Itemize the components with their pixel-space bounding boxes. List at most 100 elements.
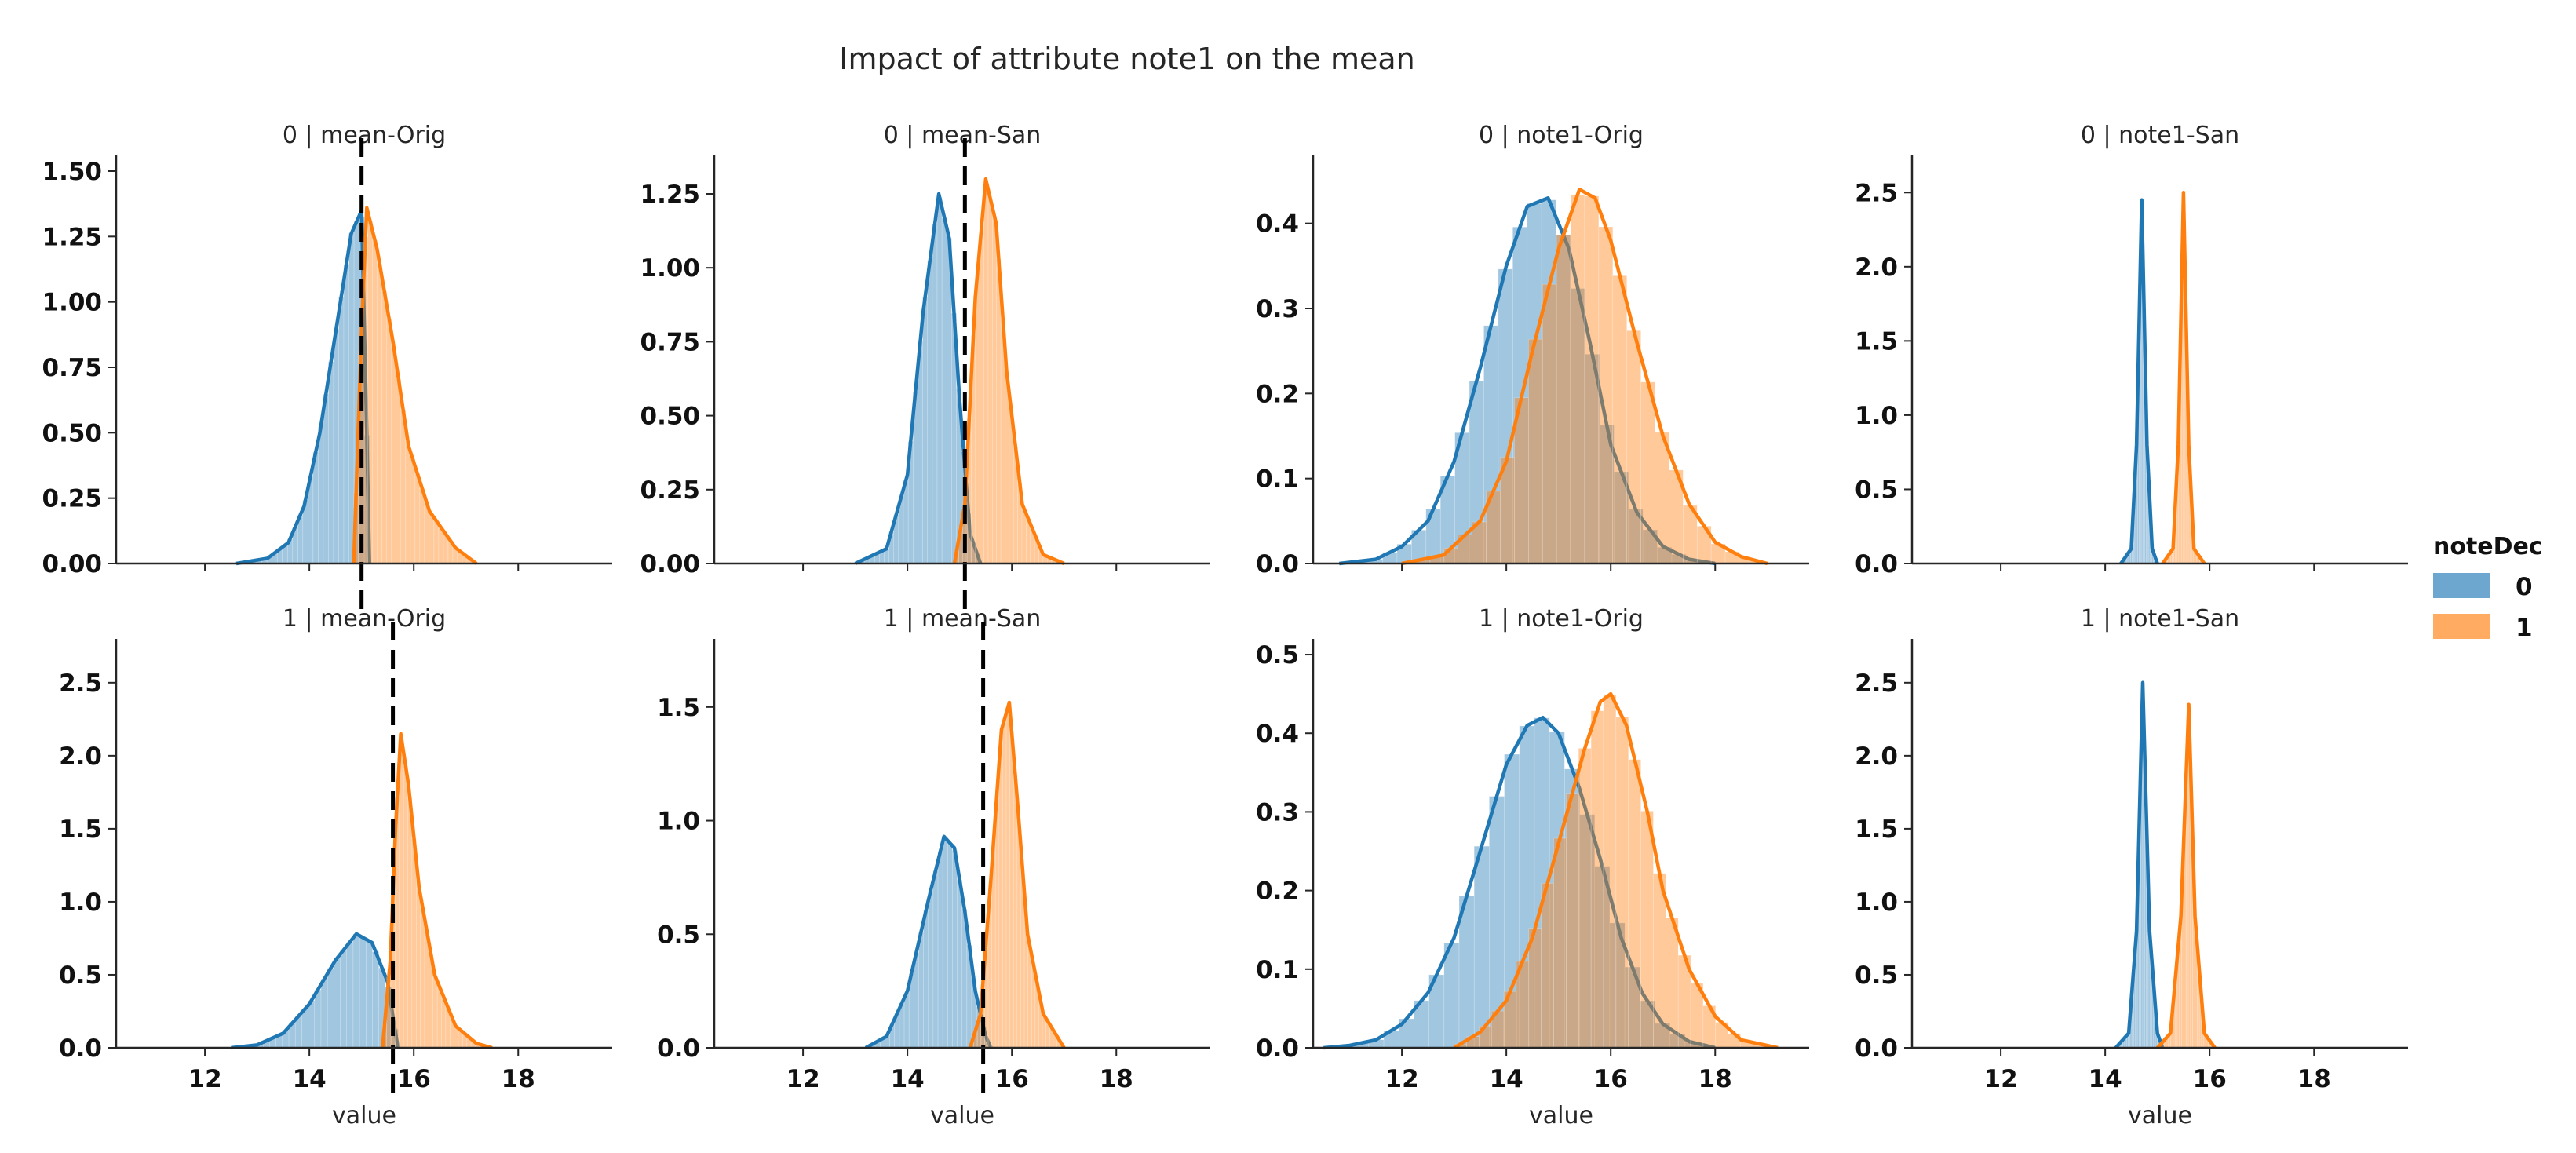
hist-bar	[927, 260, 933, 564]
hist-bar	[983, 180, 989, 564]
hist-bar	[1556, 234, 1571, 564]
panel-2: 0 | mean-San 0.00 0.25 0.50 0.75 1.00 1.25	[640, 122, 1210, 618]
hist-bar	[1005, 706, 1010, 1049]
hist-bar	[399, 738, 404, 1049]
hist-bar	[932, 870, 939, 1049]
y-tick-label: 0.1	[1256, 956, 1299, 984]
hist-bar	[1542, 283, 1557, 564]
kde-line	[2156, 702, 2217, 1049]
y-tick-label: 0.3	[1256, 798, 1299, 826]
hist-bar	[1584, 195, 1600, 564]
hist-bar	[328, 361, 334, 564]
y-tick-label: 2.5	[59, 670, 102, 698]
legend-swatch-0	[2433, 573, 2490, 598]
hist-bar	[1527, 338, 1543, 564]
x-tick-label: 16	[995, 1065, 1029, 1093]
hist-bar	[918, 931, 924, 1049]
x-tick-label: 14	[1490, 1065, 1523, 1093]
panel-title: 1 | mean-Orig	[283, 605, 446, 633]
series-1	[1401, 188, 1768, 566]
series-0	[854, 192, 983, 566]
x-tick-label: 16	[2193, 1065, 2227, 1093]
series-1	[381, 732, 493, 1050]
hist-bar	[1653, 873, 1666, 1049]
hist-bar	[979, 223, 984, 564]
hist-bar	[340, 950, 348, 1049]
hist-bar	[414, 473, 421, 564]
hist-bar	[366, 940, 373, 1049]
hist-bar	[343, 264, 349, 564]
hist-bar	[1005, 375, 1010, 564]
kde-line	[2161, 191, 2206, 565]
y-tick-label: 0.50	[42, 419, 103, 447]
hist-bar	[1598, 226, 1614, 564]
hist-bar	[377, 264, 383, 564]
hist-bar	[323, 393, 329, 564]
hist-bar	[381, 291, 388, 564]
hist-bar	[903, 992, 910, 1049]
hist-bar	[338, 296, 345, 564]
y-tick-label: 0.4	[1256, 210, 1299, 239]
hist-bar	[333, 329, 339, 564]
hist-bar	[987, 198, 993, 564]
hist-bar	[327, 968, 334, 1049]
panel-title: 0 | mean-Orig	[283, 122, 446, 149]
y-tick-label: 0.0	[1256, 550, 1299, 578]
kde-line	[2119, 198, 2159, 565]
panel-title: 0 | note1-San	[2081, 122, 2239, 149]
series-0	[235, 208, 371, 566]
hist-bar	[952, 850, 958, 1049]
hist-bar	[1570, 194, 1585, 564]
hist-bar	[436, 986, 442, 1049]
hist-bar	[372, 240, 378, 564]
x-tick-label: 18	[1100, 1065, 1133, 1093]
hist-bar	[1655, 432, 1669, 564]
hist-bar	[1603, 694, 1617, 1049]
hist-bar	[359, 937, 367, 1049]
series-0	[1323, 715, 1716, 1050]
hist-bar	[372, 951, 379, 1049]
y-tick-label: 0.5	[657, 921, 700, 949]
hist-bar	[410, 458, 416, 564]
legend-swatch-1	[2433, 614, 2490, 639]
kde-line	[2114, 680, 2165, 1049]
x-tick-label: 18	[2297, 1065, 2331, 1093]
hist-bar	[1626, 330, 1641, 564]
x-axis-label: value	[1529, 1102, 1593, 1129]
hist-bar	[998, 738, 1003, 1049]
hist-bar	[346, 941, 354, 1049]
kde-line	[1401, 188, 1768, 566]
series-0	[2114, 680, 2165, 1049]
series-1	[2156, 702, 2217, 1049]
hist-bar	[432, 976, 438, 1049]
hist-bar	[433, 520, 440, 564]
hist-bar	[352, 933, 360, 1049]
legend: noteDec 0 1	[2433, 533, 2543, 642]
y-tick-label: 0.75	[640, 328, 701, 356]
y-tick-label: 1.50	[42, 158, 103, 186]
panel-6: 1 | mean-San 0.0 0.5 1.0 1.5 12 14 16 18 value	[657, 605, 1210, 1129]
hist-bar	[1578, 748, 1592, 1049]
hist-bar	[407, 797, 413, 1049]
hist-bar	[308, 1000, 316, 1049]
hist-bar	[957, 879, 963, 1049]
y-tick-label: 0.0	[1855, 1034, 1898, 1063]
hist-bar	[941, 217, 947, 564]
hist-bar	[923, 910, 929, 1049]
series-1	[952, 177, 1065, 566]
y-tick-label: 0.50	[640, 403, 701, 431]
y-tick-label: 1.5	[1855, 327, 1898, 356]
hist-bar	[1666, 917, 1679, 1049]
y-tick-label: 0.0	[1855, 550, 1898, 578]
y-tick-label: 0.5	[1855, 961, 1898, 990]
panel-title: 1 | note1-Orig	[1479, 605, 1644, 633]
kde-line	[235, 208, 371, 566]
y-tick-label: 0.5	[59, 961, 102, 990]
hist-bar	[420, 907, 425, 1049]
series-1	[2161, 191, 2206, 565]
panel-4: 0 | note1-San 0.0 0.5 1.0 1.5 2.0 2.5	[1855, 122, 2408, 578]
legend-label-1: 1	[2516, 614, 2533, 642]
hist-bar	[992, 216, 998, 564]
y-tick-label: 1.5	[1855, 815, 1898, 844]
x-axis-label: value	[332, 1102, 396, 1129]
